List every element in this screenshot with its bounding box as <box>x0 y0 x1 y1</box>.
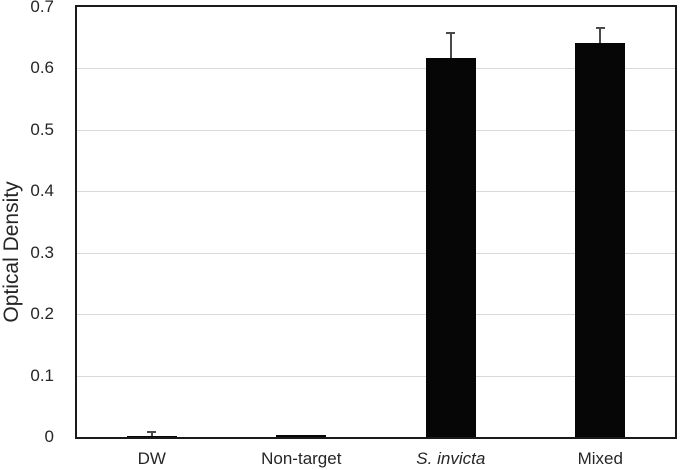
x-tick-label-non-target: Non-target <box>261 449 342 468</box>
gridline <box>77 252 675 254</box>
x-tick-label-dw: DW <box>137 449 166 468</box>
error-bar-cap-mixed <box>595 26 605 29</box>
y-tick-label-0-1: 0.1 <box>30 365 54 385</box>
y-tick-label-0-5: 0.5 <box>30 119 54 139</box>
gridline <box>77 314 675 316</box>
y-tick-label-0-6: 0.6 <box>30 58 54 78</box>
error-bar-s-invicta <box>449 33 452 58</box>
plot-area <box>75 5 677 439</box>
gridline <box>77 129 675 131</box>
y-tick-label-0-7: 0.7 <box>30 0 54 16</box>
error-bar-cap-dw <box>147 430 157 433</box>
bar-s-invicta <box>425 58 476 437</box>
bar-non-target <box>276 435 327 437</box>
x-tick-label-s-invicta: S. invicta <box>416 449 486 468</box>
y-tick-label-0-3: 0.3 <box>30 242 54 262</box>
bar-mixed <box>575 43 626 437</box>
error-bar-cap-s-invicta <box>446 32 456 35</box>
gridline <box>77 375 675 377</box>
y-tick-label-0-4: 0.4 <box>30 181 54 201</box>
y-tick-label-0-2: 0.2 <box>30 304 54 324</box>
y-tick-label-0: 0 <box>44 427 54 446</box>
error-bar-mixed <box>599 27 602 44</box>
gridline <box>77 68 675 70</box>
x-tick-label-mixed: Mixed <box>577 449 623 468</box>
gridline <box>77 191 675 193</box>
error-bar-dw <box>150 431 153 437</box>
bar-dw <box>126 436 177 437</box>
